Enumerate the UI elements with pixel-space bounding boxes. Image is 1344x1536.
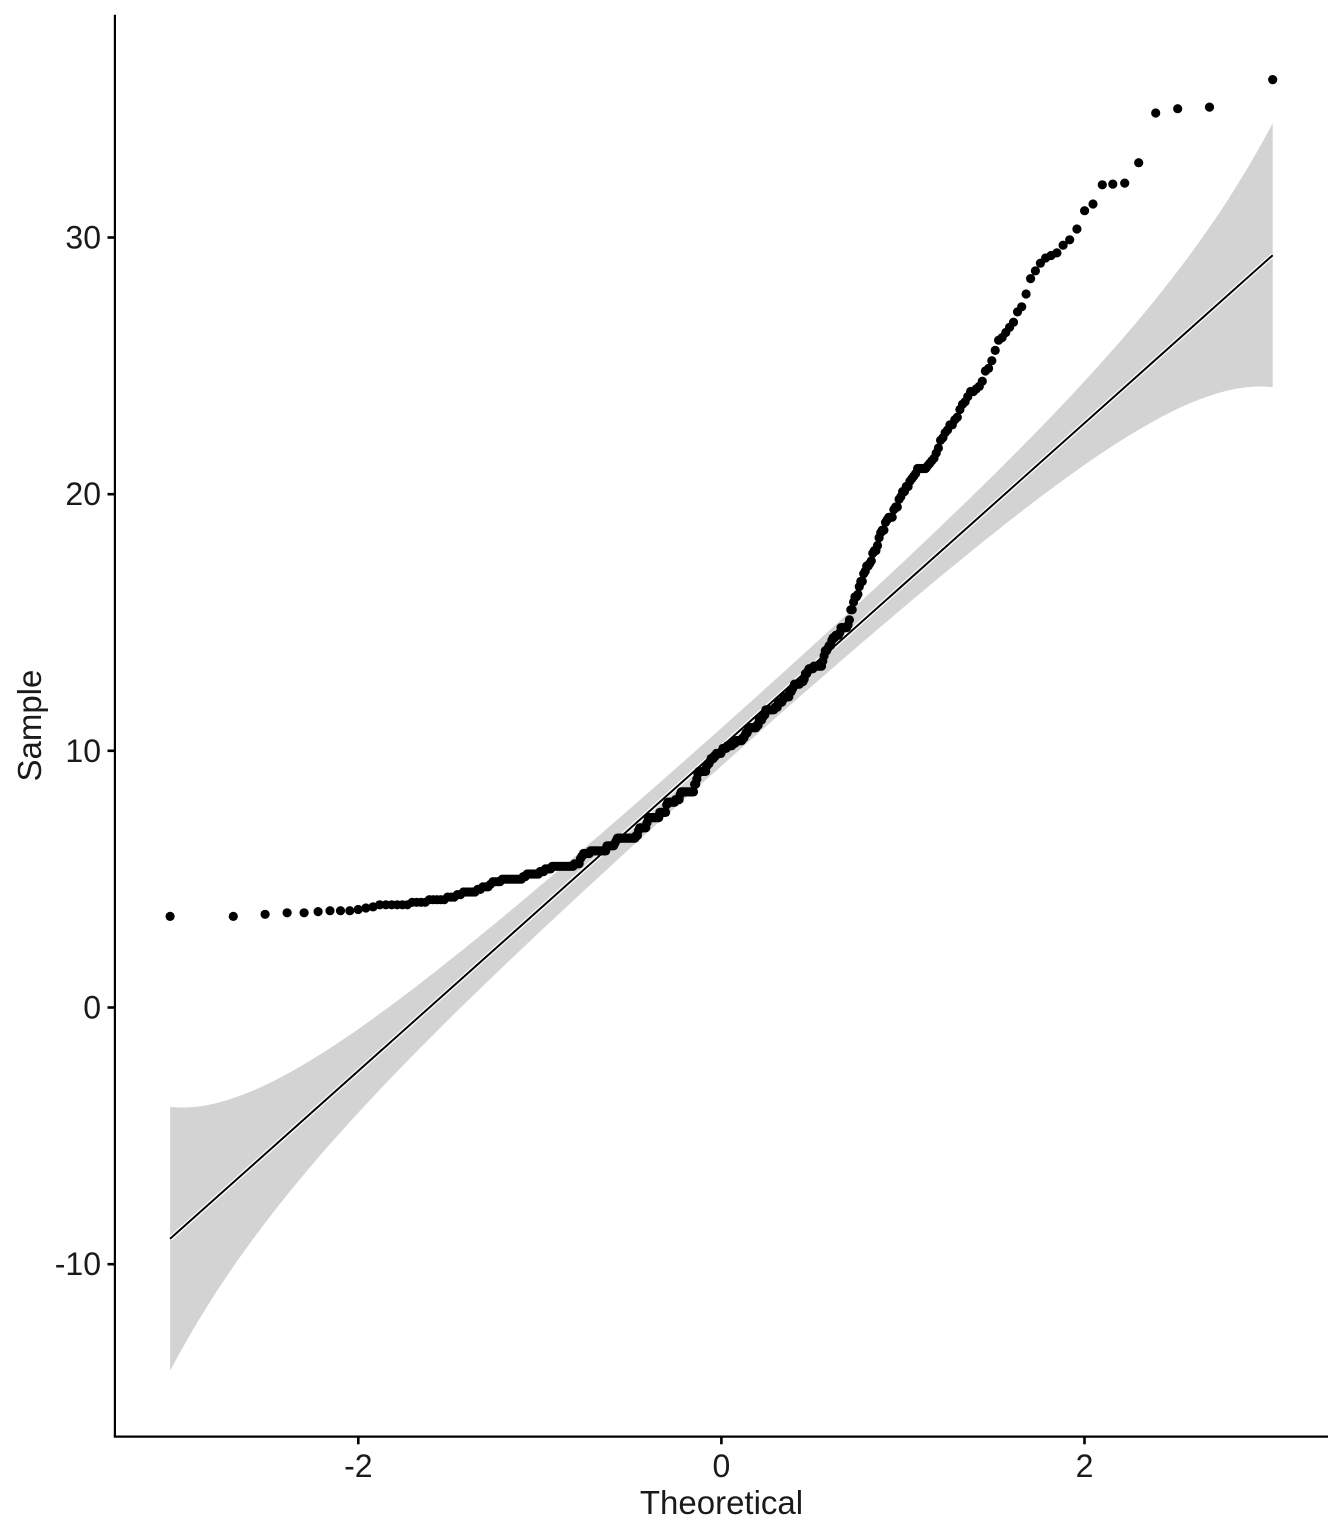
svg-text:-2: -2 [344, 1448, 372, 1484]
svg-text:-10: -10 [55, 1246, 101, 1282]
svg-text:0: 0 [713, 1448, 731, 1484]
svg-text:20: 20 [65, 476, 101, 512]
svg-text:0: 0 [83, 990, 101, 1026]
svg-text:2: 2 [1076, 1448, 1094, 1484]
svg-text:Sample: Sample [11, 670, 48, 782]
svg-text:30: 30 [65, 220, 101, 256]
svg-text:10: 10 [65, 733, 101, 769]
svg-text:Theoretical: Theoretical [640, 1484, 803, 1521]
